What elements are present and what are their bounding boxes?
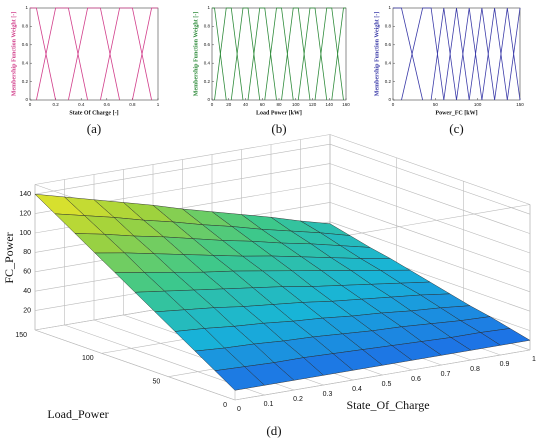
z-tick-label: 120 (19, 210, 31, 217)
x-tick-label: 1 (532, 356, 536, 363)
x-axis-label: Power_FC [kW] (435, 110, 477, 116)
grid-line (329, 221, 531, 293)
x-tick-label: 0.8 (129, 102, 136, 107)
membership-line (212, 7, 227, 101)
z-axis-label: FC_Power (2, 232, 16, 283)
x-tick-label: 0.4 (352, 386, 362, 393)
membership-line (393, 7, 424, 101)
y-tick-label: 0.4 (22, 60, 29, 65)
membership-line (494, 7, 521, 101)
y-tick-label: 0.4 (204, 60, 211, 65)
membership-line (30, 7, 56, 101)
grid-line (234, 349, 531, 401)
x-tick-label: 20 (226, 102, 232, 107)
y-tick-label: 0.8 (385, 24, 392, 29)
y-tick-label: 0.2 (385, 79, 392, 84)
z-tick-label: 40 (23, 288, 31, 295)
grid-line (329, 202, 531, 273)
x-tick-label: 0.9 (500, 361, 510, 368)
x-tick-label: 160 (342, 102, 350, 107)
y-tick-label: 0.2 (22, 79, 29, 84)
x-tick-label: 0.1 (264, 401, 274, 408)
y-tick-label: 0.8 (22, 24, 29, 29)
y-axis-label: Membership Function Weight [-] (11, 12, 17, 96)
x-tick-label: 100 (292, 102, 300, 107)
plot-frame (29, 7, 159, 101)
y-tick-label: 50 (153, 379, 161, 386)
surface-patch (214, 366, 265, 391)
membership-line (430, 7, 457, 101)
x-tick-label: 0.5 (382, 381, 392, 388)
y-tick-label: 1 (25, 5, 28, 10)
x-tick-label: 0.3 (323, 391, 333, 398)
x-axis-label: State_Of_Charge (346, 398, 429, 412)
x-tick-label: 0.6 (104, 102, 111, 107)
membership-line (331, 7, 346, 101)
y-tick-label: 0 (388, 97, 391, 102)
y-tick-label: 0.6 (22, 42, 29, 47)
z-tick-label: 100 (19, 230, 31, 237)
membership-line (443, 7, 470, 101)
x-tick-label: 40 (243, 102, 249, 107)
panel-label: (d) (266, 423, 281, 438)
z-tick-label: 140 (19, 191, 31, 198)
x-tick-label: 80 (276, 102, 282, 107)
grid-line (329, 182, 531, 254)
x-tick-label: 0 (211, 102, 214, 107)
x-tick-label: 0 (237, 406, 241, 413)
x-tick-label: 0.2 (52, 102, 59, 107)
y-tick-label: 1 (207, 5, 210, 10)
y-tick-label: 0.6 (385, 42, 392, 47)
y-tick-label: 0.4 (385, 60, 392, 65)
x-tick-label: 0.7 (441, 371, 451, 378)
y-tick-label: 0.8 (204, 24, 211, 29)
z-tick-label: 60 (23, 269, 31, 276)
grid-line (34, 329, 236, 401)
membership-line (132, 7, 158, 101)
x-tick-label: 120 (309, 102, 317, 107)
x-tick-label: 0 (392, 102, 395, 107)
membership-line (456, 7, 483, 101)
x-tick-label: 60 (260, 102, 266, 107)
panel-label: (a) (87, 121, 101, 136)
membership-line (506, 7, 521, 101)
x-tick-label: 0.8 (470, 366, 480, 373)
x-tick-label: 0 (29, 102, 32, 107)
x-tick-label: 0.2 (293, 396, 303, 403)
panel-label: (c) (449, 121, 463, 136)
grid-line (329, 143, 531, 215)
box-edge (329, 134, 531, 205)
x-tick-label: 100 (474, 102, 482, 107)
y-tick-label: 1 (388, 5, 391, 10)
x-tick-label: 1 (157, 102, 160, 107)
y-axis-label: Membership Function Weight [-] (374, 12, 380, 96)
y-tick-label: 0.2 (204, 79, 211, 84)
x-axis-label: Load Power [kW] (256, 110, 302, 116)
x-tick-label: 50 (433, 102, 439, 107)
panel-label: (b) (271, 121, 286, 136)
y-axis-label: Membership Function Weight [-] (193, 12, 199, 96)
plot-frame (211, 7, 347, 101)
z-tick-label: 20 (23, 307, 31, 314)
x-tick-label: 0.6 (411, 376, 421, 383)
y-axis-label: Load_Power (47, 407, 108, 421)
x-tick-label: 150 (516, 102, 524, 107)
y-tick-label: 0 (223, 402, 227, 409)
membership-line (468, 7, 495, 101)
y-tick-label: 0 (25, 97, 28, 102)
y-tick-label: 100 (82, 355, 94, 362)
y-tick-label: 0.6 (204, 42, 211, 47)
plot-frame (392, 7, 521, 101)
y-tick-label: 0 (207, 97, 210, 102)
x-tick-label: 0.4 (78, 102, 85, 107)
grid-line (329, 163, 531, 234)
z-tick-label: 80 (23, 249, 31, 256)
x-axis-label: State Of Charge [-] (69, 110, 118, 116)
membership-line (481, 7, 508, 101)
y-tick-label: 150 (15, 332, 27, 339)
x-tick-label: 140 (325, 102, 333, 107)
